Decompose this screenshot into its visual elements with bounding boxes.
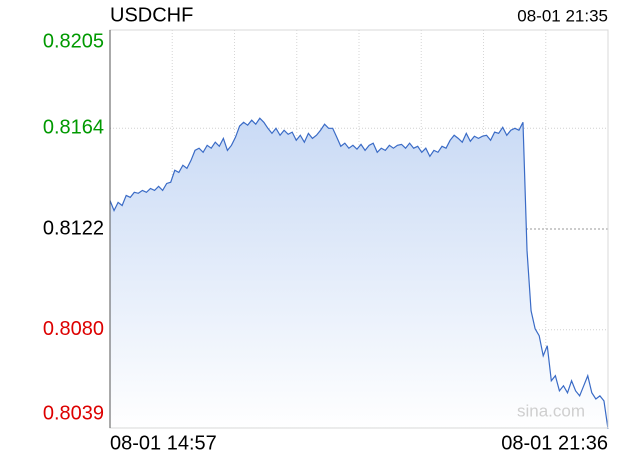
x-tick-label: 08-01 14:57 xyxy=(110,432,217,454)
y-tick-label: 0.8122 xyxy=(43,217,104,239)
y-tick-label: 0.8205 xyxy=(43,30,104,52)
chart-title: USDCHF xyxy=(110,4,193,26)
price-line xyxy=(109,117,609,430)
y-tick-label: 0.8039 xyxy=(43,402,104,424)
x-tick-label: 08-01 21:36 xyxy=(501,432,608,454)
area xyxy=(110,118,608,429)
y-tick-label: 0.8080 xyxy=(43,318,104,340)
y-tick-label: 0.8164 xyxy=(43,117,104,139)
plot xyxy=(109,117,609,430)
timestamp: 08-01 21:35 xyxy=(517,6,608,25)
labels: 0.8039 0.8080 0.8122 0.8164 0.8205 08-01 14:5… xyxy=(43,30,608,454)
watermark: sina.com xyxy=(517,401,585,420)
